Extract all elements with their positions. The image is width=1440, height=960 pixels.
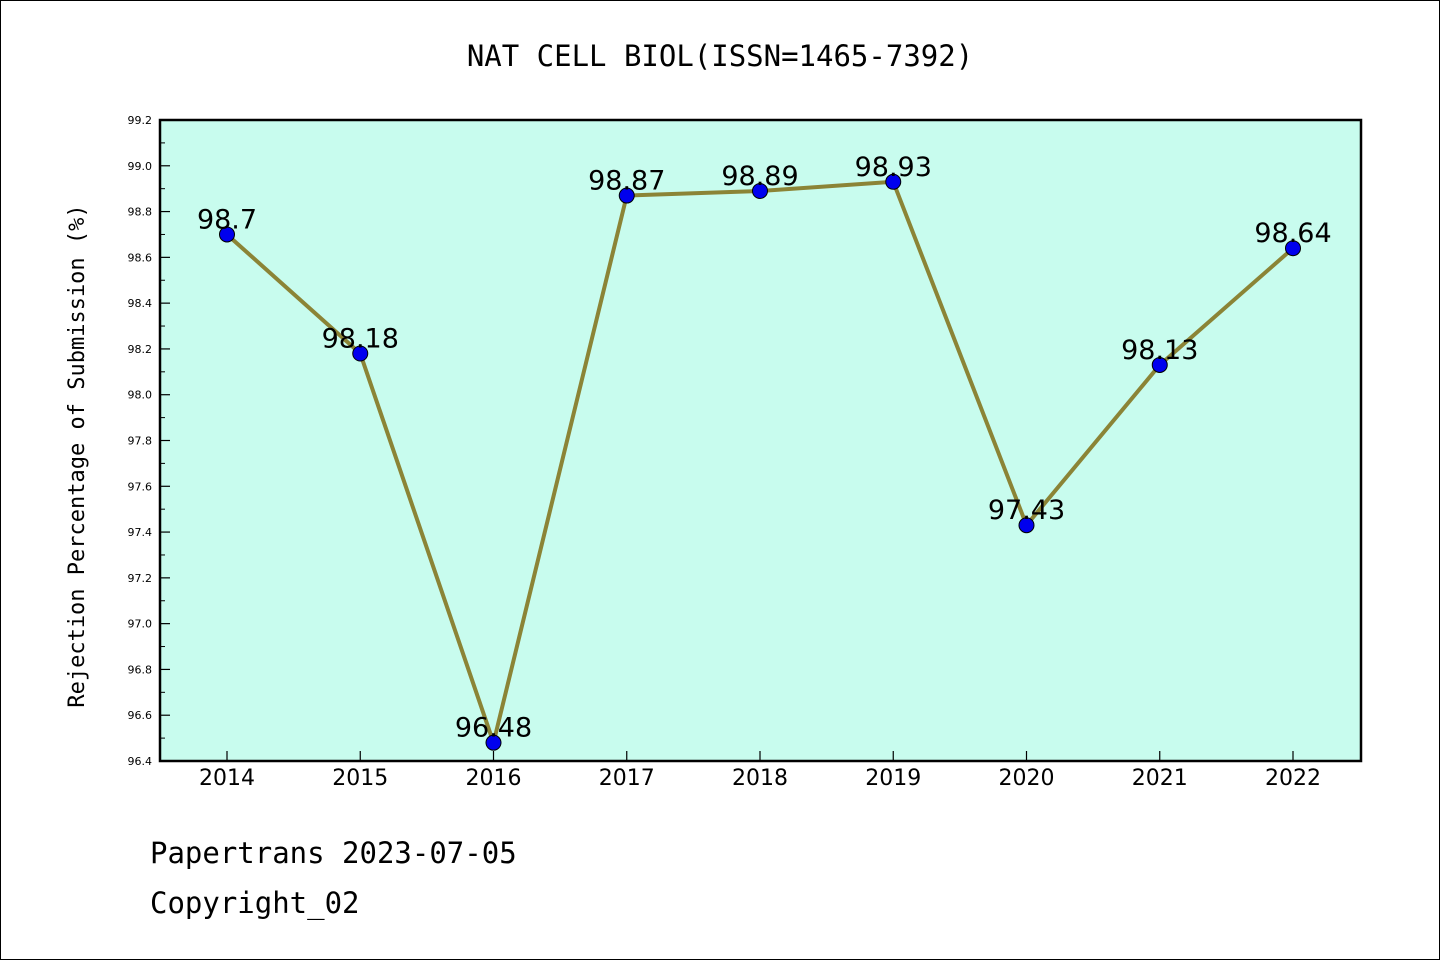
y-tick-label: 97.4 [128,526,153,539]
x-tick-label: 2018 [732,766,788,791]
x-tick-label: 2014 [199,766,255,791]
footer-date: Papertrans 2023-07-05 [150,836,517,870]
y-tick-label: 96.8 [128,663,153,676]
y-tick-label: 97.0 [128,618,153,631]
y-tick-label: 96.4 [128,755,153,768]
data-point [1285,240,1301,257]
y-tick-label: 98.2 [128,343,153,356]
footer-copyright: Copyright_02 [150,886,360,920]
data-label: 98.7 [197,204,257,235]
data-label: 98.13 [1121,335,1198,366]
data-point [1018,517,1035,534]
y-tick-label: 97.8 [128,435,153,448]
series-markers [219,173,1301,751]
data-label: 98.93 [855,152,932,183]
x-tick-label: 2019 [865,766,921,791]
data-point [885,173,902,190]
chart-title: NAT CELL BIOL(ISSN=1465-7392) [467,39,973,73]
y-tick-label: 98.6 [128,251,153,264]
data-point [485,734,502,751]
data-label: 98.89 [721,161,798,192]
x-tick-label: 2021 [1132,766,1188,791]
data-label: 98.64 [1254,218,1331,249]
x-tick-label: 2022 [1265,766,1321,791]
x-tick-label: 2017 [599,766,655,791]
data-label: 98.18 [322,324,399,355]
x-tick-label: 2015 [332,766,388,791]
y-tick-label: 98.8 [128,206,153,219]
y-tick-label: 98.4 [128,297,153,310]
y-tick-label: 98.0 [128,389,153,402]
y-tick-label: 96.6 [128,709,153,722]
data-label: 97.43 [988,495,1065,526]
x-axis: 2014 2015 2016 2017 2018 2019 2020 2021 2022 [199,751,1321,791]
data-labels: 98.7 98.18 96.48 98.87 98.89 98.93 97.43 98.13 9… [197,152,1332,744]
data-point [219,226,235,243]
y-tick-label: 99.2 [128,114,153,127]
data-label: 98.87 [588,166,665,197]
data-point [752,182,768,199]
data-label: 96.48 [455,713,532,744]
x-tick-label: 2020 [999,766,1055,791]
data-point [618,187,635,204]
y-tick-label: 97.2 [128,572,153,585]
plot-area [158,118,1363,763]
data-point [1151,356,1168,373]
x-tick-label: 2016 [466,766,522,791]
data-point [352,345,369,362]
y-tick-label: 97.6 [128,480,153,493]
y-tick-label: 99.0 [128,160,153,173]
y-axis-label: Rejection Percentage of Submission (%) [65,204,90,707]
y-axis: 96.4 96.6 96.8 97.0 97.2 97.4 97.6 97.8 98.0 98.2… [128,114,170,768]
